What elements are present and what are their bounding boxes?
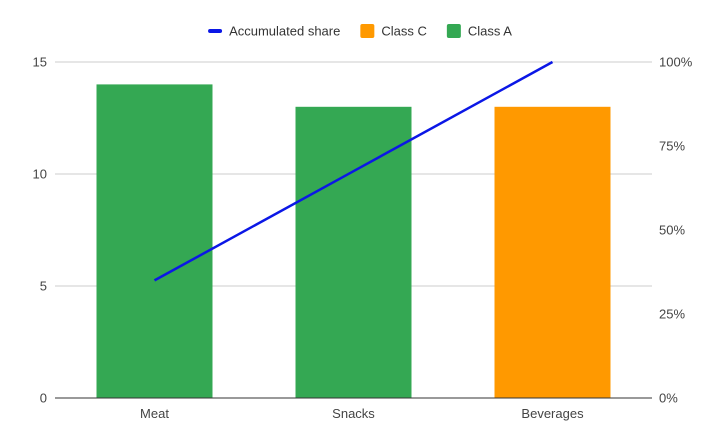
x-axis-ticks: Meat Snacks Beverages	[140, 406, 584, 421]
bar-class-a-meat	[96, 84, 213, 399]
right-tick-label: 100%	[659, 55, 693, 70]
right-tick-label: 50%	[659, 223, 685, 238]
bars	[96, 84, 611, 399]
left-tick-label: 15	[33, 55, 47, 70]
right-axis-ticks: 0% 25% 50% 75% 100%	[659, 55, 693, 406]
legend-marker-class-c	[360, 24, 375, 38]
legend-marker-accumulated-share	[208, 29, 223, 33]
left-tick-label: 10	[33, 167, 47, 182]
line-accumulated-share	[153, 60, 554, 282]
legend-label-class-c: Class C	[381, 24, 427, 39]
legend: Accumulated share Class C Class A	[208, 24, 512, 39]
left-tick-label: 5	[40, 279, 47, 294]
legend-label-class-a: Class A	[468, 24, 512, 39]
right-tick-label: 0%	[659, 391, 678, 406]
right-tick-label: 75%	[659, 139, 685, 154]
bar-class-c-beverages	[494, 106, 611, 399]
x-tick-label: Beverages	[521, 406, 584, 421]
accumulated-share-line	[153, 60, 554, 282]
x-tick-label: Meat	[140, 406, 169, 421]
x-tick-label: Snacks	[332, 406, 375, 421]
legend-label-accumulated-share: Accumulated share	[229, 24, 340, 39]
left-tick-label: 0	[40, 391, 47, 406]
left-axis-ticks: 0 5 10 15	[33, 55, 47, 406]
legend-marker-class-a	[446, 24, 461, 38]
right-tick-label: 25%	[659, 307, 685, 322]
bar-class-a-snacks	[295, 106, 412, 399]
